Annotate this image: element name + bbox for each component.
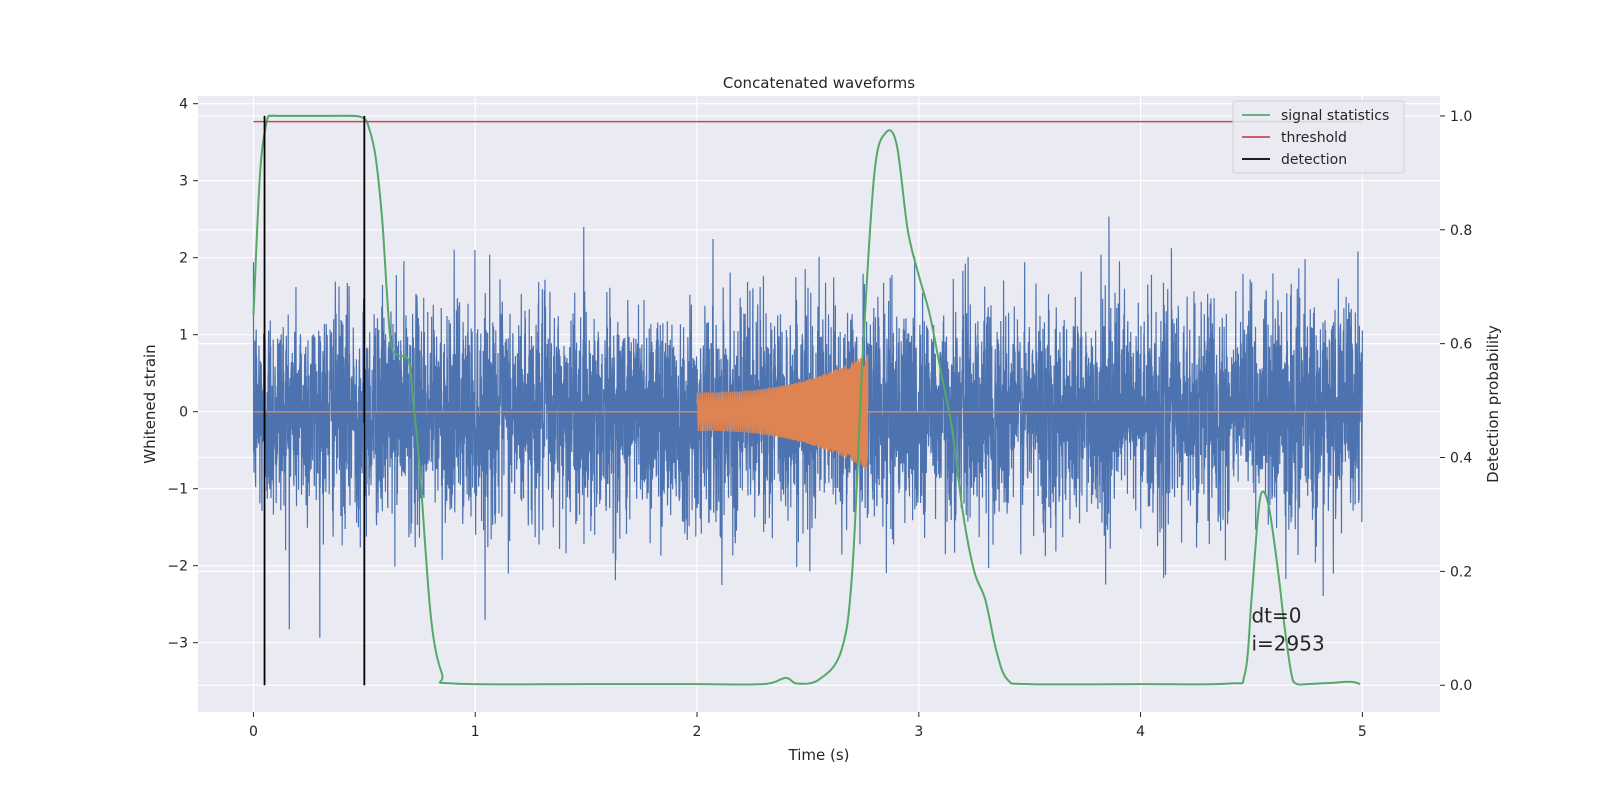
- y2-axis-label: Detection probability: [1484, 325, 1502, 483]
- y2-tick-label: 0.6: [1450, 337, 1472, 353]
- legend-label: signal statistics: [1281, 108, 1389, 124]
- x-tick-label: 5: [1358, 724, 1367, 740]
- y-tick-label: −2: [167, 559, 188, 575]
- legend-label: detection: [1281, 152, 1347, 168]
- y-tick-label: 2: [179, 251, 188, 267]
- y-axis-label: Whitened strain: [141, 344, 159, 463]
- y-tick-label: 0: [179, 405, 188, 421]
- signal-statistics-line: [252, 114, 1361, 686]
- x-tick-label: 3: [914, 724, 923, 740]
- y2-tick-label: 1.0: [1450, 109, 1472, 125]
- y-tick-label: 1: [179, 328, 188, 344]
- x-tick-label: 0: [249, 724, 258, 740]
- y-tick-label: −3: [167, 636, 188, 652]
- legend: signal statistics threshold detection: [1232, 100, 1405, 174]
- y2-tick-label: 0.0: [1450, 678, 1472, 694]
- series-layer: [252, 114, 1363, 686]
- y2-tick-label: 0.4: [1450, 451, 1472, 467]
- legend-box: [1232, 100, 1405, 174]
- x-tick-label: 2: [693, 724, 702, 740]
- annotation-text: i=2953: [1251, 632, 1324, 656]
- strain-noise-line: [252, 216, 1363, 638]
- y-tick-label: 3: [179, 174, 188, 190]
- y-tick-label: 4: [179, 97, 188, 113]
- x-tick-label: 4: [1136, 724, 1145, 740]
- x-tick-label: 1: [471, 724, 480, 740]
- y2-tick-label: 0.8: [1450, 223, 1472, 239]
- y-tick-label: −1: [167, 482, 188, 498]
- annotation-text: dt=0: [1251, 604, 1301, 628]
- chart-title: Concatenated waveforms: [723, 74, 915, 92]
- legend-label: threshold: [1281, 130, 1347, 146]
- injection-chirp-line: [696, 354, 869, 468]
- x-axis-label: Time (s): [788, 746, 850, 764]
- annotation: dt=0 i=2953: [1251, 604, 1324, 656]
- ticks: 0 1 2 3 4 5 −3 −2 −1 0 1 2 3 4 0.0 0.2 0.4 0.6 0.8 1.0: [167, 97, 1472, 740]
- y2-tick-label: 0.2: [1450, 564, 1472, 580]
